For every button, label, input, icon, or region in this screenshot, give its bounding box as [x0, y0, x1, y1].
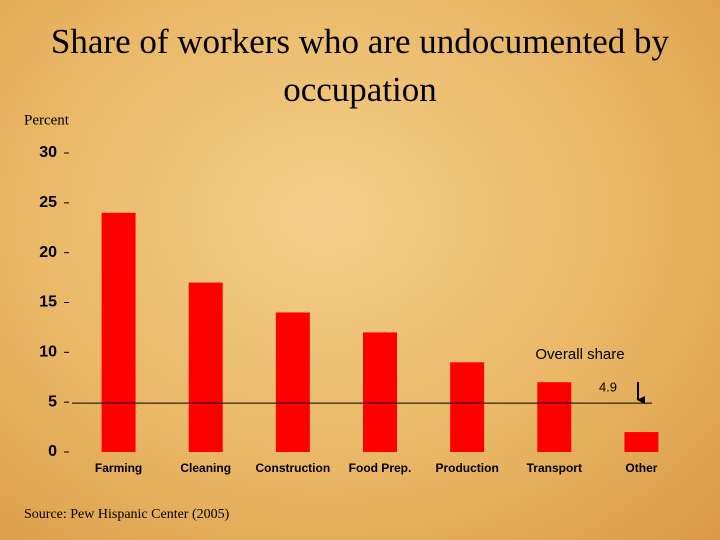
bar [450, 362, 485, 452]
source-note: Source: Pew Hispanic Center (2005) [24, 507, 230, 522]
y-tick-label: 30 [39, 144, 57, 161]
x-tick-label: Transport [527, 461, 582, 475]
bar [101, 212, 136, 452]
x-tick-label: Construction [256, 461, 331, 475]
chart-title: Share of workers who are undocumented by… [50, 22, 670, 109]
y-tick-label: 10 [39, 344, 57, 361]
x-tick-label: Other [625, 461, 657, 475]
x-tick-label: Food Prep. [349, 461, 412, 475]
y-tick-label: 25 [39, 194, 57, 211]
x-tick-label: Farming [95, 461, 142, 475]
y-tick-label: 0 [48, 443, 57, 460]
bar [363, 332, 397, 452]
y-tick-label: 5 [48, 393, 57, 410]
y-tick-label: 15 [39, 294, 57, 311]
bar [624, 432, 659, 452]
bar [275, 312, 310, 452]
x-tick-label: Production [435, 461, 498, 475]
y-tick-label: 20 [39, 244, 57, 261]
x-tick-label: Cleaning [180, 461, 231, 475]
bar [537, 382, 572, 452]
reference-value-label: 4.9 [599, 379, 617, 394]
bar [188, 282, 223, 452]
reference-label: Overall share [535, 346, 624, 363]
y-axis-label: Percent [24, 112, 70, 128]
